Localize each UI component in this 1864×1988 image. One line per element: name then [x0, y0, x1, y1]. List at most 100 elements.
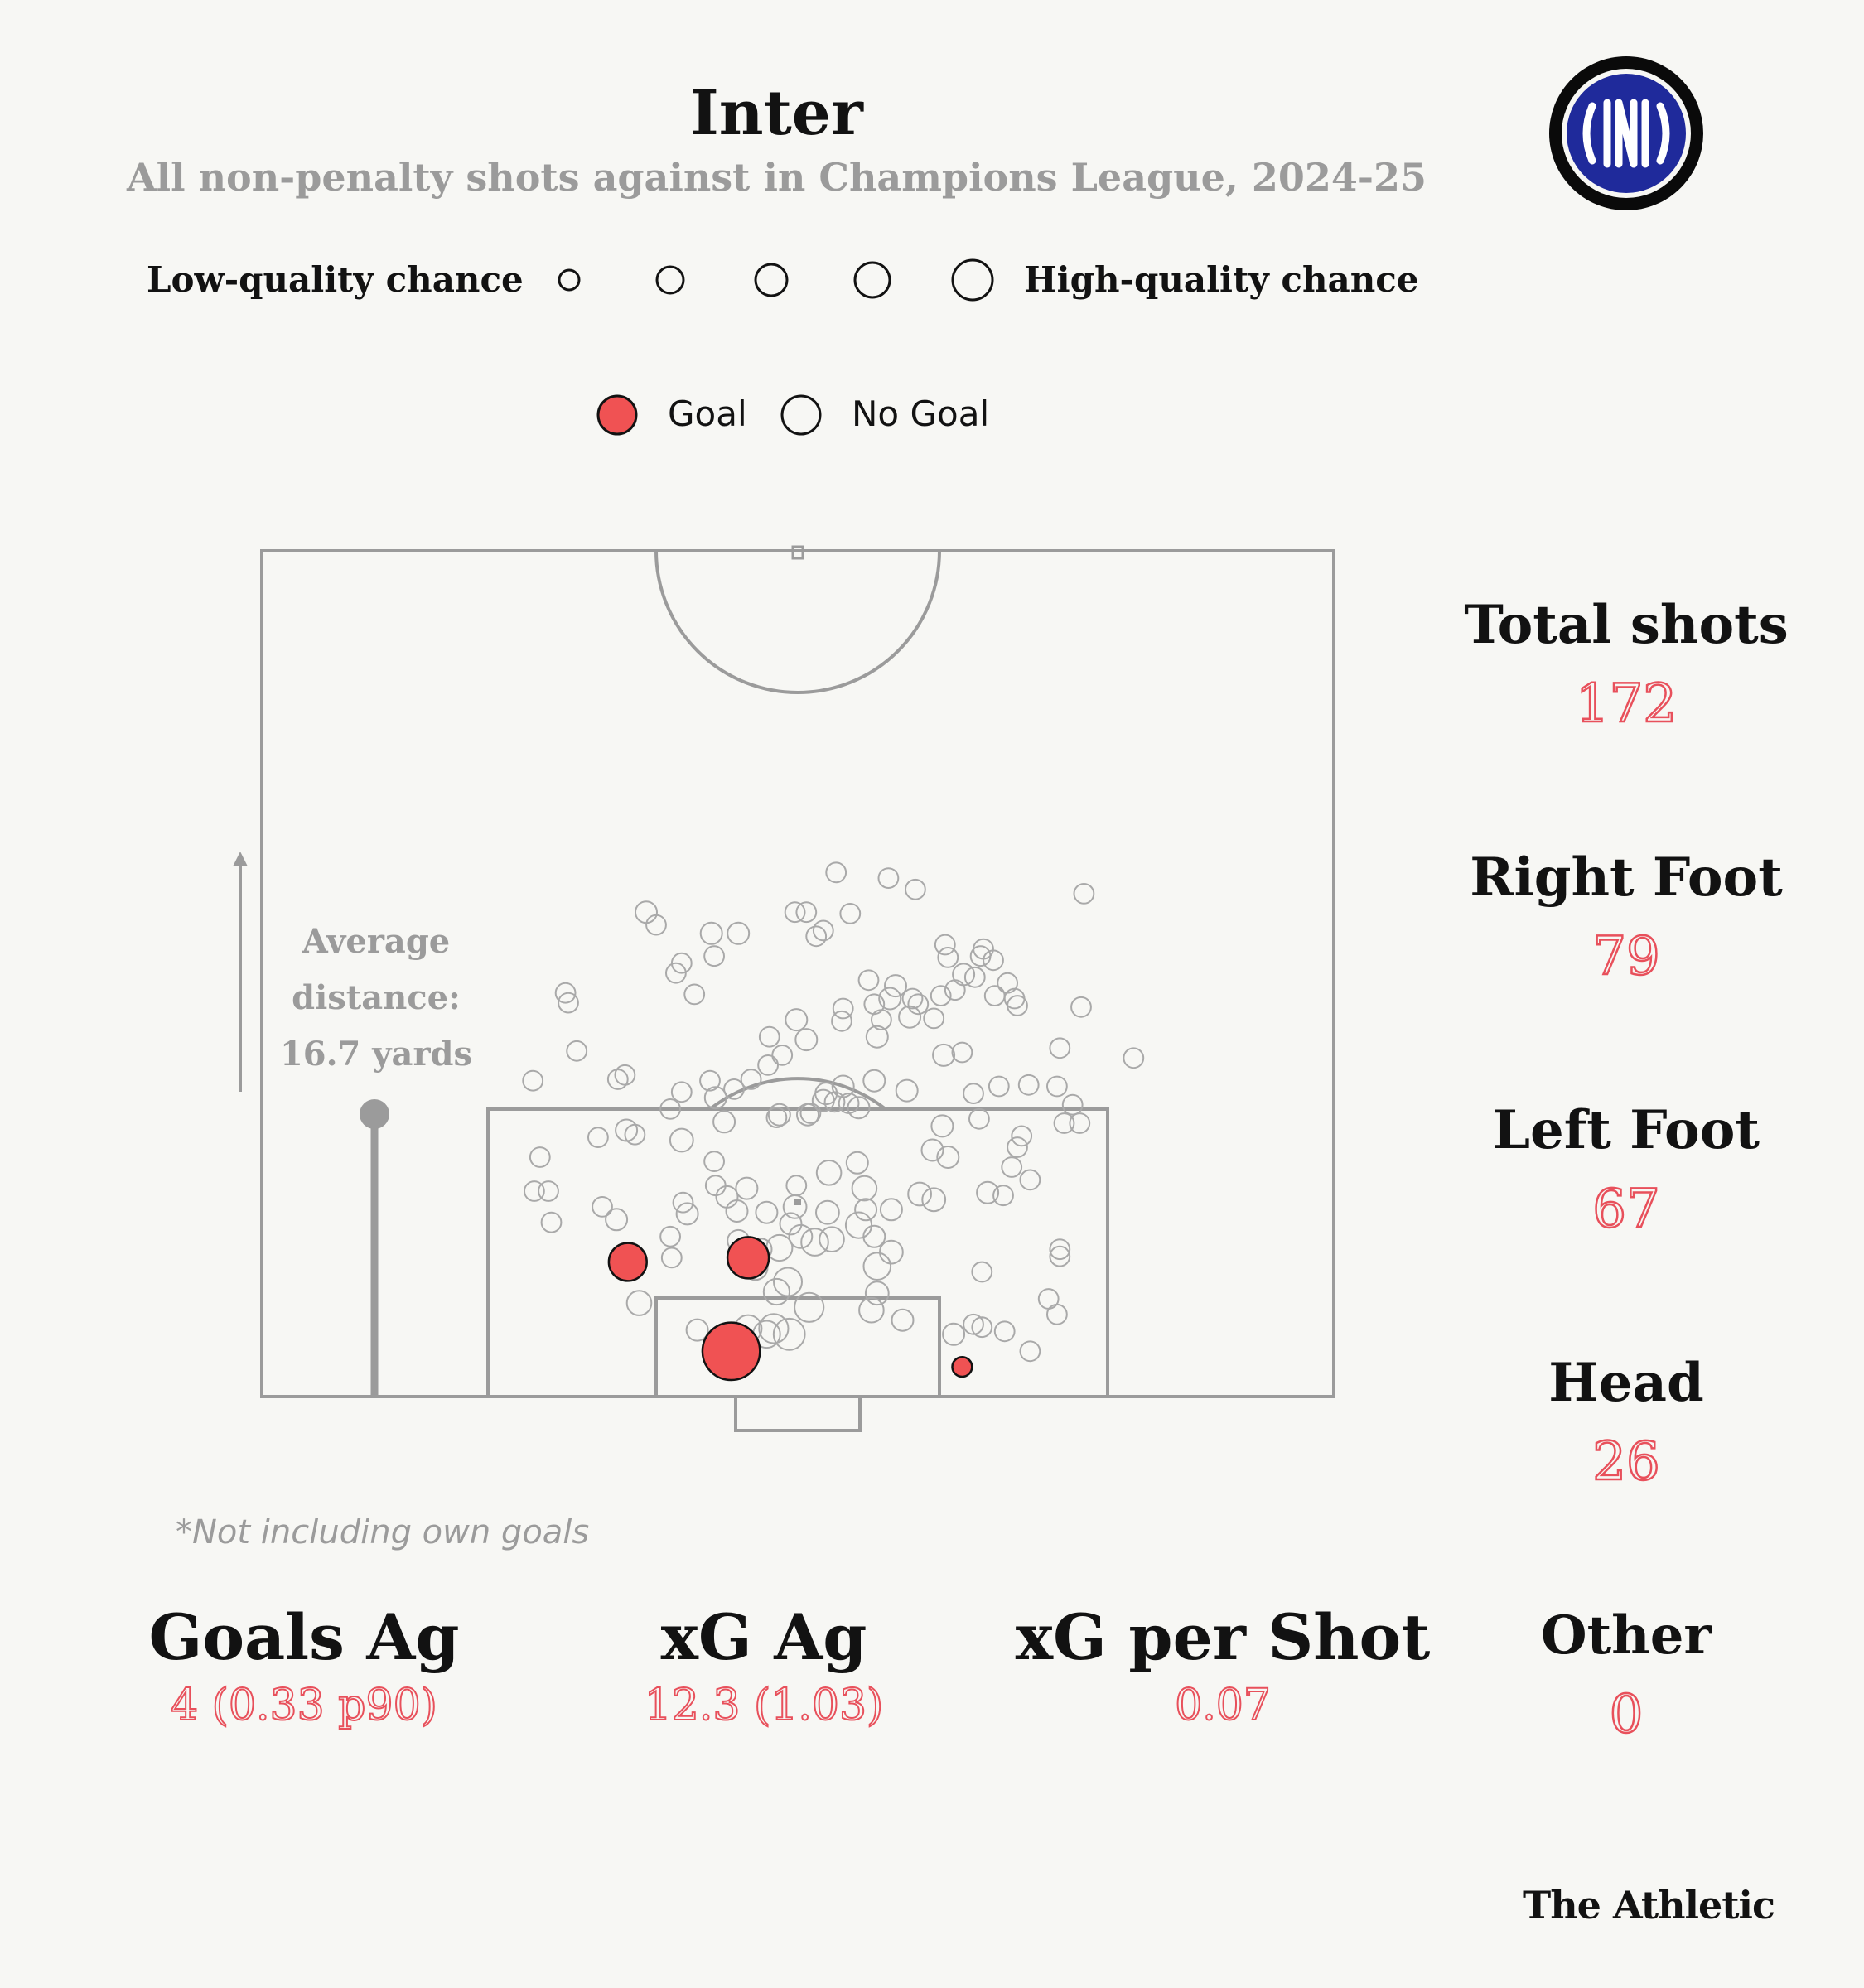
shot-89	[624, 1123, 646, 1146]
shot-108	[715, 1185, 739, 1209]
stat-other-value: 0	[1608, 1683, 1644, 1747]
shot-93	[920, 1138, 944, 1162]
shot-141	[864, 1281, 890, 1306]
stat-xg-per-shot-label: xG per Shot	[1015, 1600, 1431, 1674]
shot-136	[660, 1247, 683, 1269]
shot-120	[675, 1202, 699, 1226]
shot-115	[815, 1199, 840, 1225]
chart-subtitle: All non-penalty shots against in Champio…	[126, 155, 1427, 200]
shot-91	[1011, 1125, 1033, 1147]
shot-66	[988, 1075, 1010, 1098]
stat-xg-per-shot-value: 0.07	[1174, 1680, 1272, 1731]
shot-60	[522, 1069, 544, 1092]
shot-116	[755, 1200, 779, 1224]
shot-155	[772, 1317, 806, 1351]
shot-75	[659, 1098, 681, 1120]
shot-76	[847, 1096, 871, 1120]
no-goal-legend-marker	[780, 394, 822, 436]
shot-20	[670, 952, 693, 974]
shot-55	[699, 1069, 721, 1092]
shot-147	[1046, 1303, 1068, 1325]
stat-xg-against-label: xG Ag	[660, 1600, 867, 1674]
shot-47	[794, 1028, 819, 1052]
shot-43	[785, 1008, 809, 1032]
average-distance-line1: Average	[302, 922, 451, 961]
shot-28	[554, 982, 577, 1004]
shot-97	[1001, 1156, 1023, 1178]
chart-title: Inter	[690, 78, 863, 149]
goal-shot-1	[607, 1242, 648, 1282]
stat-right-foot-value: 79	[1591, 925, 1661, 989]
shot-135	[1049, 1245, 1071, 1267]
size-legend-circle-4	[853, 261, 891, 299]
shot-11	[727, 921, 751, 945]
shot-67	[1046, 1075, 1068, 1098]
shot-146	[858, 1296, 885, 1324]
stat-left-foot-value: 67	[1591, 1178, 1661, 1242]
shot-104	[704, 1175, 727, 1197]
shot-10	[699, 921, 723, 945]
shot-124	[779, 1212, 803, 1236]
shot-30	[983, 985, 1006, 1006]
shot-128	[819, 1226, 845, 1252]
shot-85	[799, 1103, 822, 1124]
shot-9	[645, 914, 667, 936]
shot-125	[788, 1223, 814, 1249]
shot-100	[1019, 1169, 1041, 1191]
goal-legend-marker	[596, 394, 638, 436]
shot-12	[812, 919, 834, 942]
shot-25	[884, 974, 907, 998]
center-spot	[791, 545, 804, 560]
size-legend-low-label: Low-quality chance	[147, 259, 524, 300]
shot-142	[762, 1277, 791, 1306]
stat-goals-against-label: Goals Ag	[148, 1600, 460, 1674]
shot-103	[851, 1175, 878, 1202]
shot-133	[879, 1239, 904, 1265]
shot-111	[672, 1191, 694, 1214]
stat-other-label: Other	[1540, 1604, 1712, 1667]
shot-156	[758, 1313, 790, 1344]
stat-goals-against-value: 4 (0.33 p90)	[170, 1680, 438, 1731]
average-distance-label: Average distance: 16.7 yards	[258, 914, 494, 1083]
shot-139	[971, 1261, 993, 1283]
shot-88	[930, 1114, 954, 1138]
shot-35	[907, 993, 930, 1016]
size-legend-circle-2	[655, 265, 685, 295]
shot-44	[831, 1010, 852, 1032]
shot-83	[1053, 1112, 1075, 1134]
shot-78	[767, 1103, 791, 1127]
shot-57	[1123, 1047, 1145, 1069]
shot-4	[1073, 883, 1095, 905]
shot-46	[758, 1025, 780, 1048]
shot-134	[1049, 1238, 1071, 1261]
shot-62	[723, 1078, 745, 1100]
average-distance-dot	[360, 1099, 389, 1129]
shot-27	[944, 979, 966, 1001]
shot-53	[566, 1040, 588, 1062]
shot-149	[963, 1313, 984, 1335]
shot-22	[963, 966, 986, 988]
shot-32	[683, 983, 706, 1006]
shot-18	[983, 949, 1004, 972]
shot-131	[765, 1233, 794, 1262]
size-legend-circle-5	[951, 258, 994, 302]
shot-3	[905, 878, 926, 900]
shot-95	[936, 1146, 960, 1169]
shot-36	[930, 985, 952, 1006]
team-logo	[1549, 56, 1703, 210]
shot-1	[825, 861, 847, 884]
shot-138	[862, 1252, 892, 1281]
shot-19	[703, 945, 725, 967]
goal-legend-label: Goal	[668, 393, 747, 434]
shot-7	[795, 901, 818, 924]
size-legend-high-label: High-quality chance	[1024, 259, 1419, 300]
stat-head-label: Head	[1548, 1352, 1704, 1414]
shot-72	[811, 1088, 835, 1112]
shot-29	[878, 987, 902, 1011]
shot-16	[969, 945, 992, 967]
shot-102	[735, 1176, 759, 1200]
shot-51	[951, 1041, 973, 1064]
shot-37	[558, 992, 579, 1014]
goal-shot-3	[701, 1321, 761, 1382]
